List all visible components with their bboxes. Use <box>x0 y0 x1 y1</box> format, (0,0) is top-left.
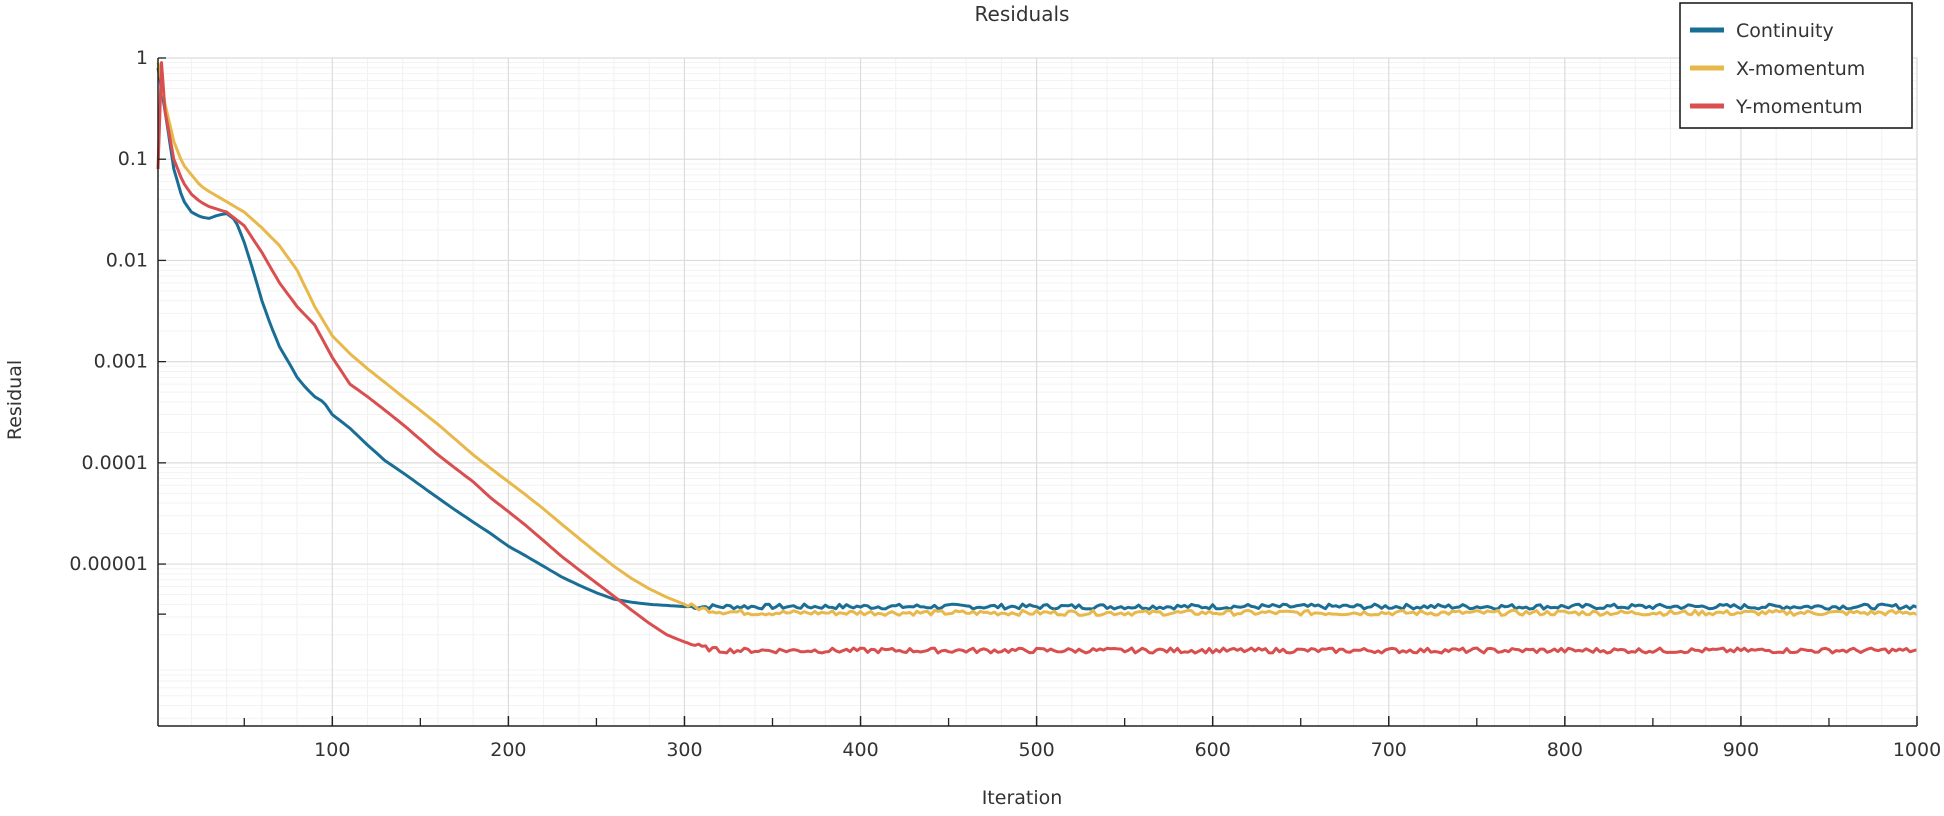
x-axis-title: Iteration <box>982 787 1063 809</box>
series-x-momentum-line <box>156 62 1918 617</box>
y-tick-label: 0.001 <box>94 351 148 373</box>
x-tick-label: 500 <box>1018 739 1054 761</box>
series-layer <box>156 61 1918 655</box>
x-tick-label: 900 <box>1723 739 1759 761</box>
legend-continuity-label: Continuity <box>1736 20 1834 42</box>
x-tick-label: 1000 <box>1893 739 1941 761</box>
x-tick-label: 800 <box>1547 739 1583 761</box>
series-y-momentum-line <box>156 61 1918 655</box>
y-tick-label: 0.00001 <box>69 553 148 575</box>
y-tick-label: 1 <box>136 47 148 69</box>
x-tick-label: 100 <box>314 739 350 761</box>
x-tick-label: 600 <box>1195 739 1231 761</box>
x-tick-label: 700 <box>1371 739 1407 761</box>
x-axis-ticks: 100 200 300 400 500 600 700 800 900 1000 <box>243 716 1941 761</box>
x-tick-label: 400 <box>842 739 878 761</box>
x-tick-label: 200 <box>490 739 526 761</box>
y-tick-label: 0.1 <box>118 148 148 170</box>
y-tick-label: 0.01 <box>106 249 148 271</box>
legend-y-momentum-label: Y-momentum <box>1735 96 1863 118</box>
legend-x-momentum-label: X-momentum <box>1736 58 1865 80</box>
chart-title: Residuals <box>975 2 1070 26</box>
y-axis-title: Residual <box>4 360 26 440</box>
x-tick-label: 300 <box>666 739 702 761</box>
legend: Continuity X-momentum Y-momentum <box>1679 2 1913 129</box>
series-continuity-line <box>156 67 1918 611</box>
y-axis-ticks: 1 0.1 0.01 0.001 0.0001 0.00001 <box>69 47 166 615</box>
y-tick-label: 0.0001 <box>82 452 148 474</box>
